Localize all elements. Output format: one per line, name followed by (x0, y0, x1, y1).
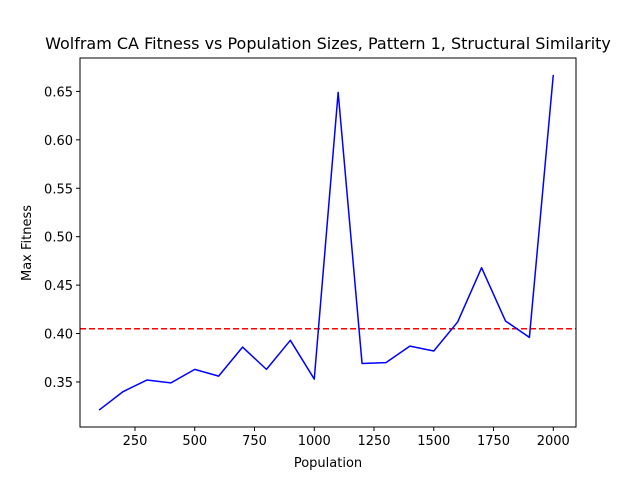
axes-frame (79, 57, 577, 428)
x-tick-label: 500 (182, 434, 207, 449)
y-axis: 0.35 0.40 0.45 0.50 0.55 0.60 0.65 (44, 85, 80, 391)
x-tick-label: 1000 (298, 434, 331, 449)
x-axis: 250 500 750 1000 1250 1500 1750 2000 (123, 427, 570, 449)
y-tick-label: 0.65 (44, 85, 73, 100)
y-tick-label: 0.50 (44, 231, 73, 246)
y-tick-label: 0.60 (44, 134, 73, 149)
y-tick-label: 0.35 (44, 376, 73, 391)
x-tick-label: 2000 (537, 434, 570, 449)
series-line-1 (98, 74, 555, 411)
x-tick-label: 250 (123, 434, 148, 449)
x-tick-label: 1500 (417, 434, 450, 449)
x-tick-label: 1750 (477, 434, 510, 449)
y-axis-label: Max Fitness (20, 205, 35, 281)
plot-area (80, 74, 576, 411)
chart-title: Wolfram CA Fitness vs Population Sizes, … (45, 34, 611, 53)
x-axis-label: Population (294, 456, 362, 471)
x-tick-label: 750 (242, 434, 267, 449)
x-tick-label: 1250 (357, 434, 390, 449)
y-tick-label: 0.45 (44, 279, 73, 294)
y-tick-label: 0.55 (44, 182, 73, 197)
y-tick-label: 0.40 (44, 328, 73, 343)
